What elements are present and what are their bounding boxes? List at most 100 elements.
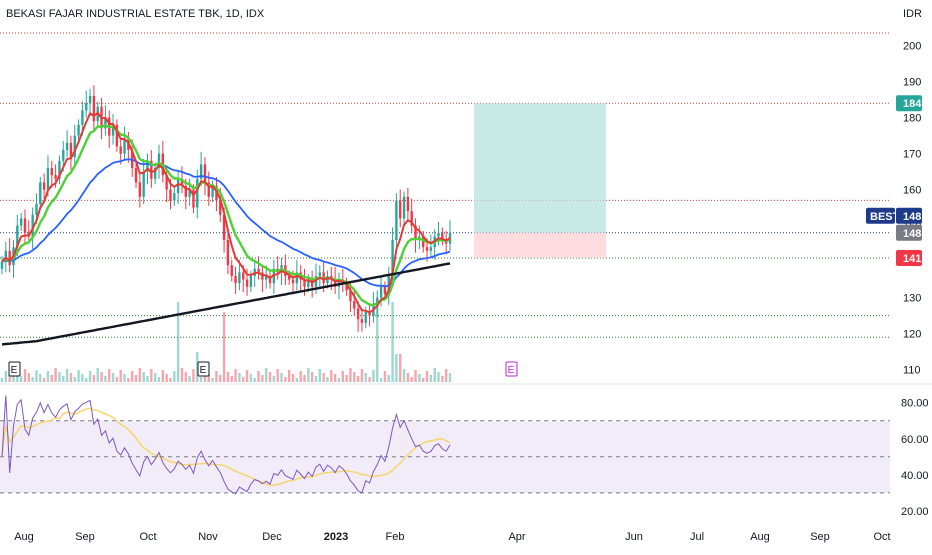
- price-badge: [896, 250, 922, 266]
- price-tick-label: 180: [903, 113, 921, 125]
- volume-bar: [96, 368, 99, 382]
- candle-body: [35, 204, 38, 215]
- volume-bar: [50, 375, 53, 382]
- x-tick-label: Nov: [198, 531, 218, 543]
- volume-bar: [437, 372, 440, 382]
- candle-body: [238, 272, 241, 284]
- volume-bar: [253, 378, 256, 382]
- volume-bar: [284, 377, 287, 382]
- sma-long-line: [1, 262, 451, 346]
- candle-body: [379, 286, 383, 298]
- volume-bar: [211, 378, 214, 382]
- volume-bar: [429, 375, 433, 382]
- candle-body: [92, 96, 96, 122]
- symbol-badge: [866, 207, 895, 224]
- candle-body: [157, 153, 161, 168]
- ema-mid-line: [1, 123, 451, 306]
- candle-body: [391, 240, 394, 276]
- x-tick-label: Sep: [810, 531, 830, 543]
- candle-body: [31, 214, 34, 237]
- volume-bar: [31, 377, 34, 382]
- volume-bar: [62, 376, 65, 382]
- candle-body: [8, 250, 11, 266]
- volume-bar: [19, 376, 23, 382]
- candle-body: [165, 175, 168, 190]
- volume-bar: [234, 369, 237, 382]
- event-marker: [505, 361, 518, 377]
- volume-bar: [444, 369, 448, 382]
- candle-body: [303, 279, 306, 287]
- candle-body: [203, 164, 207, 183]
- x-tick-label: Sep: [75, 531, 95, 543]
- candle-body: [349, 290, 352, 302]
- candle-body: [111, 124, 115, 136]
- volume-bar: [356, 376, 360, 382]
- rsi-pane: [0, 395, 890, 495]
- rsi-tick-label: 40.00: [901, 470, 929, 482]
- volume-bar: [422, 378, 425, 382]
- candle-body: [211, 186, 214, 197]
- volume-bar: [123, 374, 126, 382]
- candle-body: [4, 250, 8, 262]
- volume-bar: [153, 373, 157, 382]
- rsi-line: [1, 395, 451, 495]
- price-badge-label: 184: [903, 98, 922, 110]
- price-tick-label: 190: [903, 77, 921, 89]
- price-badge-label: 148: [903, 228, 921, 240]
- volume-bar: [192, 369, 195, 382]
- volume-bar: [169, 378, 172, 382]
- volume-bar: [249, 374, 253, 382]
- level-lines: [0, 32, 890, 338]
- volume-bar: [184, 372, 187, 382]
- volume-bar: [127, 378, 130, 382]
- position-tool[interactable]: [474, 103, 606, 258]
- volume-bar: [27, 373, 30, 382]
- volume-bar: [142, 372, 145, 382]
- rsi-band: [0, 420, 890, 493]
- volume-bar: [402, 369, 406, 382]
- volume-bar: [265, 368, 268, 382]
- volume-bar: [176, 302, 180, 382]
- volume-bar: [364, 373, 367, 382]
- volume-bar: [425, 371, 429, 382]
- candle-body: [81, 110, 84, 125]
- x-tick-label: Jun: [625, 531, 643, 543]
- candle-body: [150, 160, 153, 179]
- symbol-price-label: 148: [903, 211, 921, 223]
- volume-bar: [134, 375, 138, 382]
- volume-bar: [146, 376, 149, 382]
- candle-body: [73, 135, 76, 158]
- rsi-tick-label: 60.00: [901, 434, 929, 446]
- candle-body: [226, 240, 230, 266]
- price-badge: [896, 95, 922, 112]
- candle-body: [123, 139, 126, 154]
- candle-body: [410, 211, 413, 226]
- candle-body: [364, 312, 367, 323]
- volume-bar: [226, 372, 230, 382]
- ema-fast-line: [1, 111, 451, 314]
- x-tick-label: Feb: [386, 531, 405, 543]
- candle-body: [62, 150, 65, 161]
- volume-bar: [23, 369, 27, 382]
- volume-bar: [276, 369, 279, 382]
- ema-slow-line: [1, 158, 451, 288]
- volume-bar: [299, 371, 302, 382]
- price-tick-label: 200: [903, 41, 921, 53]
- x-tick-label: Aug: [14, 531, 34, 543]
- candle-body: [402, 196, 406, 219]
- x-tick-label: Dec: [262, 531, 282, 543]
- event-marker-label: E: [11, 365, 18, 376]
- volume-bar: [295, 378, 299, 382]
- candle-body: [242, 272, 245, 280]
- volume-bar: [161, 370, 165, 382]
- volume-bar: [391, 302, 394, 382]
- candle-body: [353, 301, 356, 309]
- candle-body: [257, 268, 260, 273]
- candle-body: [422, 236, 425, 248]
- volume-bar: [119, 370, 122, 382]
- volume-bar: [345, 375, 348, 382]
- candle-body: [441, 232, 444, 240]
